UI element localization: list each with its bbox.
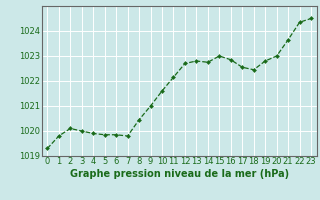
X-axis label: Graphe pression niveau de la mer (hPa): Graphe pression niveau de la mer (hPa) <box>70 169 289 179</box>
